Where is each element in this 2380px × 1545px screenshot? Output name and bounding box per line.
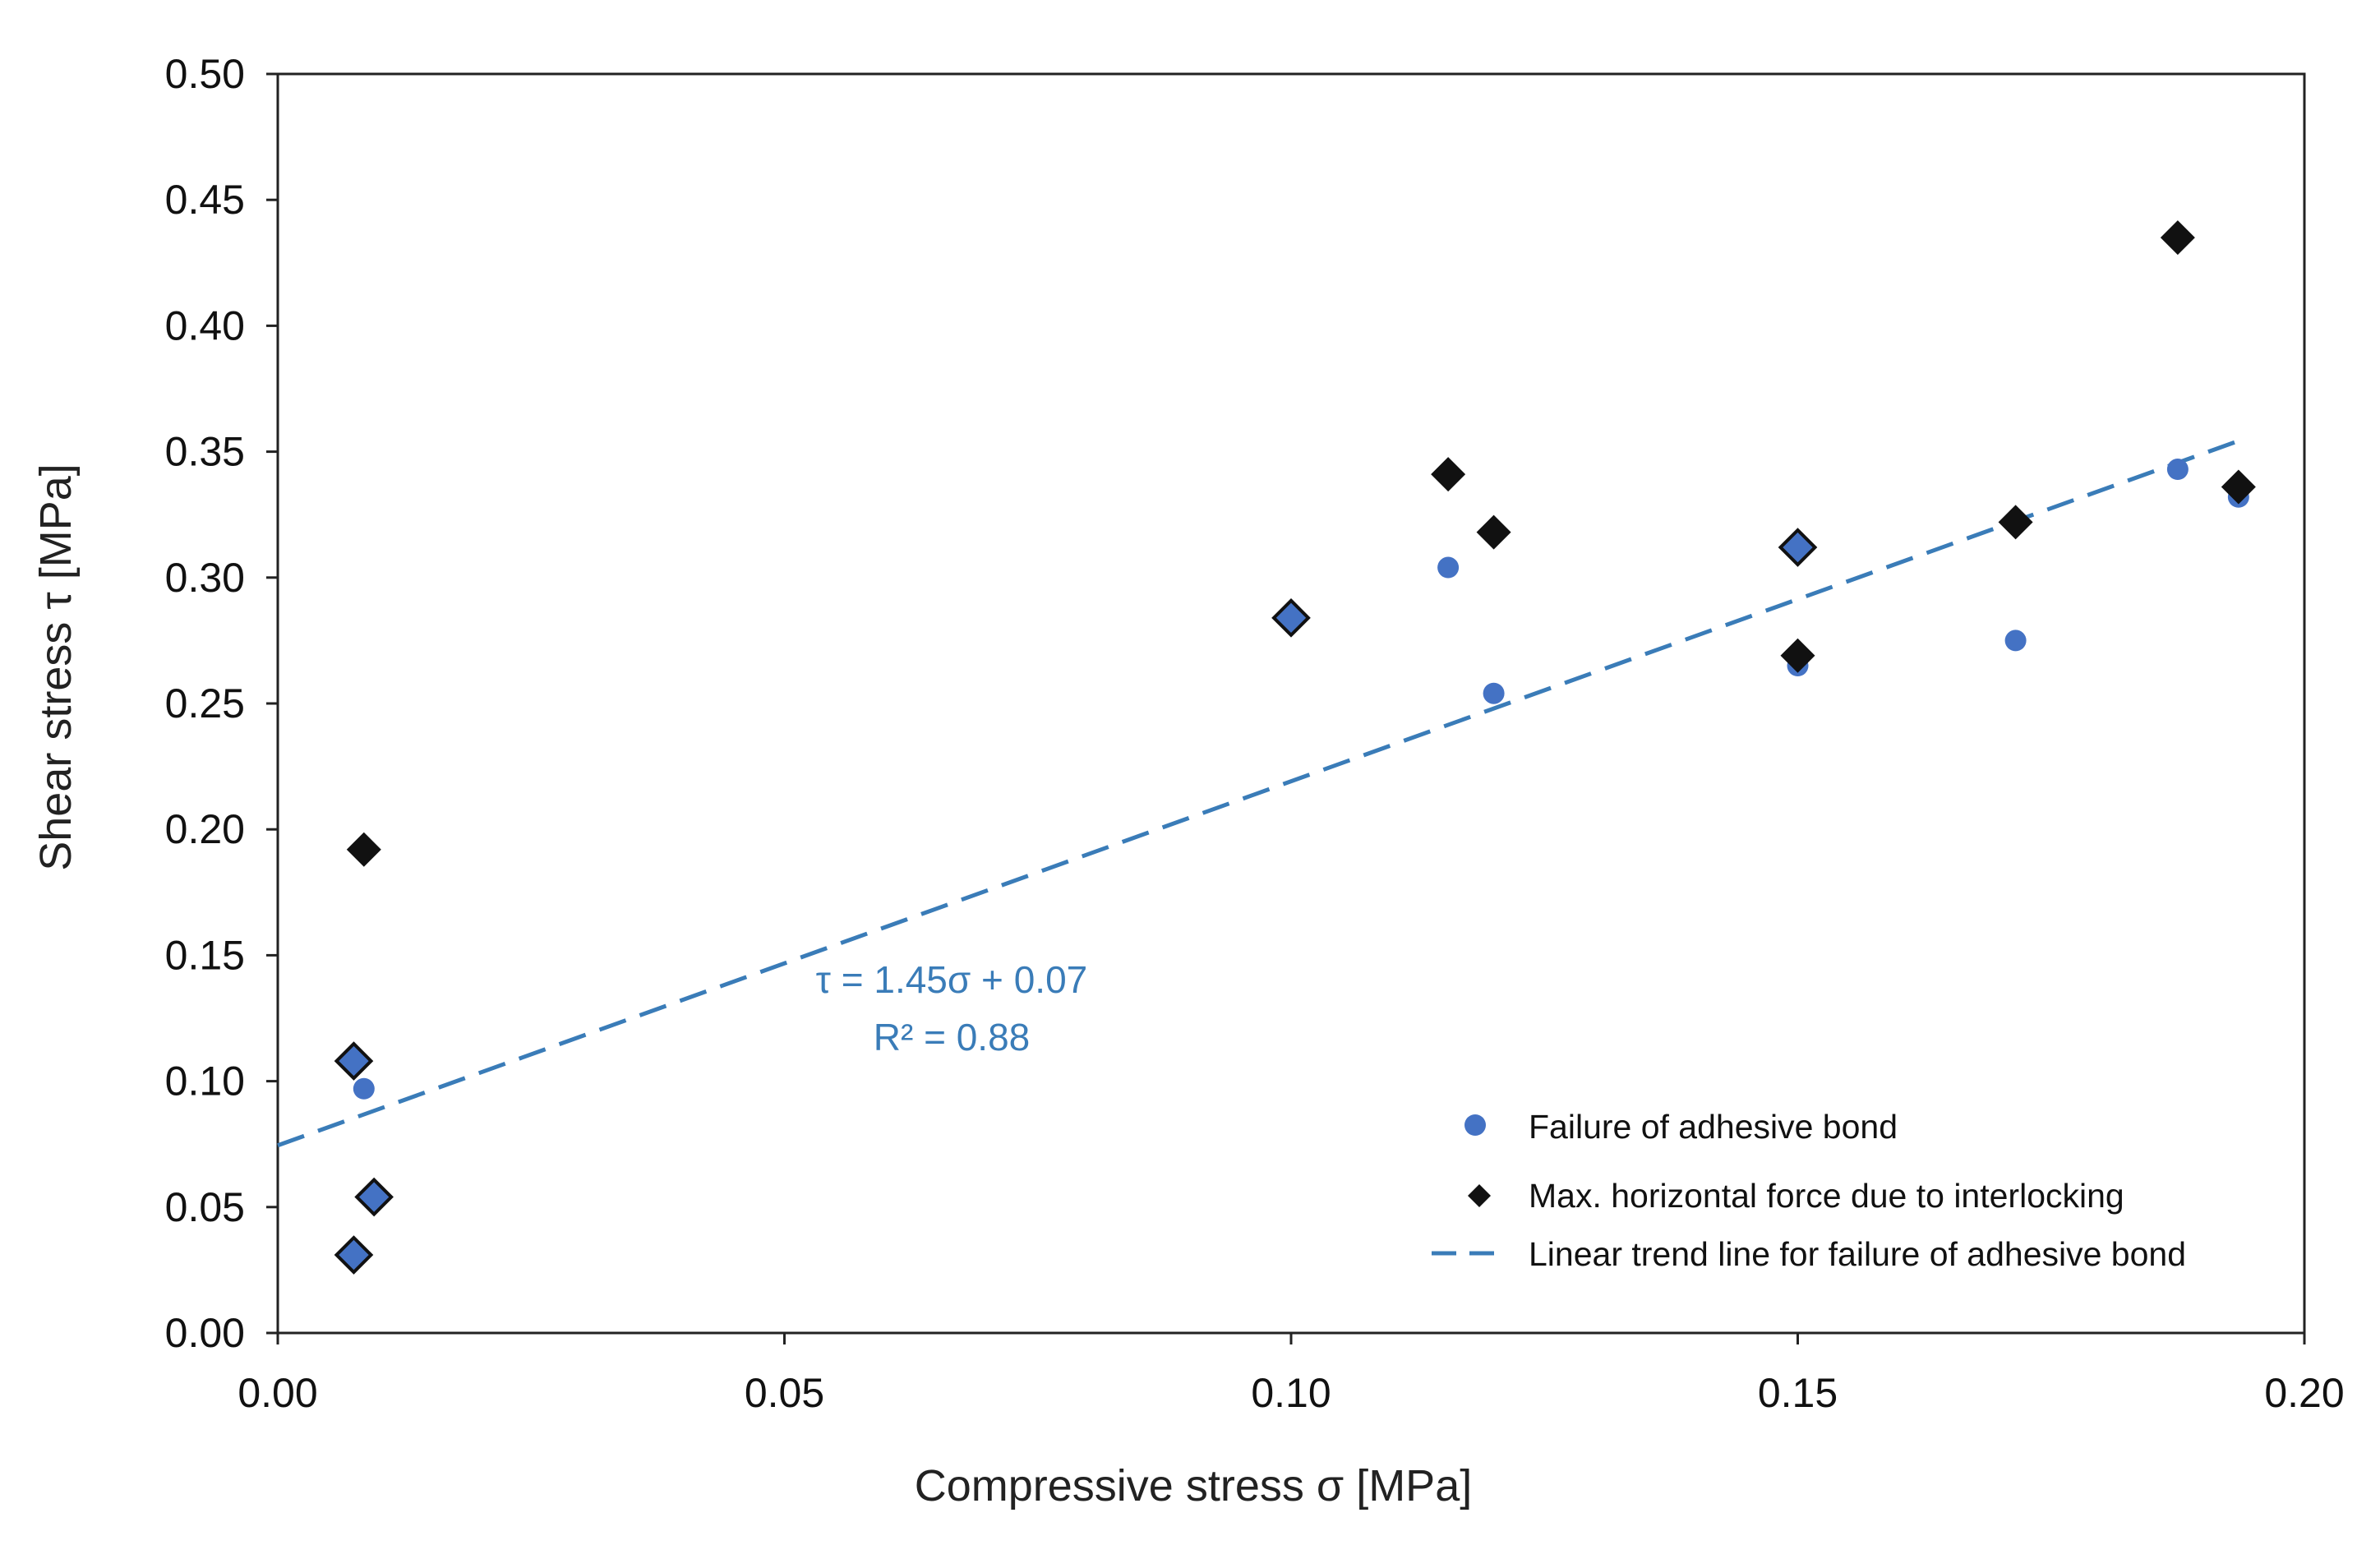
data-point-interlocking xyxy=(1780,638,1815,673)
data-point-interlocking xyxy=(1778,528,1818,567)
legend-label-interlocking: Max. horizontal force due to interlockin… xyxy=(1529,1177,2124,1215)
data-point-interlocking xyxy=(1476,514,1511,550)
y-tick-label: 0.35 xyxy=(165,429,245,475)
x-tick-label: 0.05 xyxy=(745,1370,824,1416)
data-point-interlocking xyxy=(334,1041,374,1081)
y-tick-label: 0.20 xyxy=(165,806,245,852)
x-tick-label: 0.00 xyxy=(238,1370,317,1416)
data-point-adhesive xyxy=(1437,556,1460,579)
plot-frame xyxy=(276,72,2306,1335)
trend-r-squared: R² = 0.88 xyxy=(874,1016,1031,1058)
data-point-interlocking xyxy=(2221,469,2256,505)
trend-equation: τ = 1.45σ + 0.07 xyxy=(816,958,1087,1001)
y-tick-label: 0.00 xyxy=(165,1310,245,1356)
x-tick-label: 0.10 xyxy=(1251,1370,1331,1416)
y-tick-label: 0.40 xyxy=(165,302,245,348)
trend-line xyxy=(277,436,2244,1148)
data-point-adhesive xyxy=(2166,459,2189,481)
legend-label-adhesive: Failure of adhesive bond xyxy=(1529,1108,1898,1146)
y-tick-label: 0.50 xyxy=(165,51,245,97)
x-tick-label: 0.15 xyxy=(1758,1370,1838,1416)
y-tick-label: 0.05 xyxy=(165,1184,245,1230)
legend: Failure of adhesive bond Max. horizontal… xyxy=(1432,1108,2186,1273)
y-tick-label: 0.10 xyxy=(165,1058,245,1105)
data-point-interlocking xyxy=(1998,505,2033,540)
data-point-interlocking xyxy=(1431,457,1466,492)
data-points xyxy=(334,220,2256,1275)
legend-circle-marker xyxy=(1464,1114,1486,1136)
data-point-interlocking xyxy=(346,832,381,867)
data-point-adhesive xyxy=(353,1077,375,1100)
trend-line-layer xyxy=(277,436,2244,1148)
x-tick-label: 0.20 xyxy=(2264,1370,2344,1416)
axis-ticks: 0.00 0.05 0.10 0.15 0.20 0.25 0.30 0.35 0.40 0.45… xyxy=(165,51,2345,1416)
data-point-adhesive xyxy=(2004,630,2027,652)
data-point-interlocking xyxy=(354,1177,394,1217)
data-point-interlocking xyxy=(334,1235,374,1275)
y-tick-label: 0.25 xyxy=(165,680,245,726)
y-tick-label: 0.45 xyxy=(165,177,245,223)
legend-label-trendline: Linear trend line for failure of adhesiv… xyxy=(1529,1235,2186,1273)
data-point-interlocking xyxy=(2160,220,2195,256)
y-tick-label: 0.30 xyxy=(165,555,245,601)
x-axis-title: Compressive stress σ [MPa] xyxy=(915,1461,1472,1510)
data-point-interlocking xyxy=(1271,597,1311,638)
y-tick-label: 0.15 xyxy=(165,932,245,978)
y-axis-title: Shear stress τ [MPa] xyxy=(31,464,81,871)
data-point-adhesive xyxy=(1483,682,1505,704)
legend-diamond-marker xyxy=(1468,1184,1491,1207)
